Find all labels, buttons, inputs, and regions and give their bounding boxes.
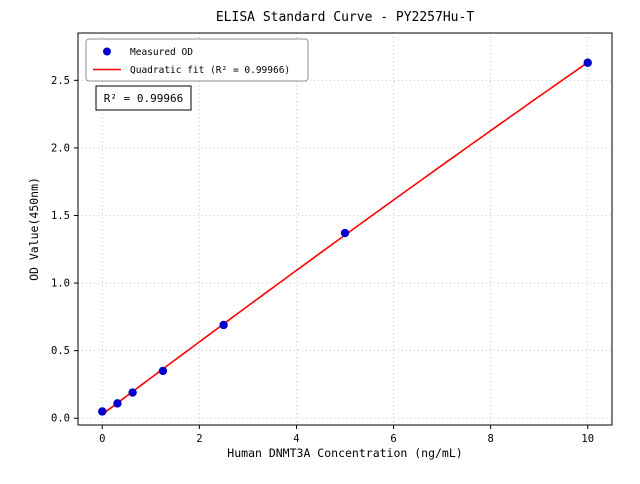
data-point [219, 320, 228, 330]
chart-title: ELISA Standard Curve - PY2257Hu-T [216, 10, 474, 25]
x-tick-label: 8 [487, 433, 493, 445]
y-tick-label: 1.0 [51, 278, 70, 290]
data-point [98, 407, 107, 416]
y-tick-label: 0.5 [51, 345, 70, 357]
data-point [128, 388, 137, 397]
x-axis-label: Human DNMT3A Concentration (ng/mL) [227, 446, 462, 460]
x-tick-label: 2 [196, 433, 202, 445]
x-tick-label: 10 [581, 433, 594, 445]
y-tick-label: 0.0 [51, 413, 70, 425]
legend-label-quadratic-fit: Quadratic fit (R² = 0.99966) [130, 65, 290, 76]
y-tick-label: 2.0 [51, 142, 70, 154]
data-point [340, 228, 350, 238]
y-axis-label: OD Value(450nm) [27, 177, 41, 281]
r-squared-box [95, 85, 192, 111]
data-point [583, 58, 592, 67]
plot-border [77, 32, 613, 426]
y-tick-label: 2.5 [51, 75, 70, 87]
data-point [113, 399, 122, 408]
r-squared-annotation: R² = 0.99966 [104, 92, 183, 105]
x-tick-label: 0 [99, 433, 105, 445]
legend-label-measured-od: Measured OD [130, 47, 193, 58]
legend-box [85, 38, 309, 82]
legend-marker-measured-od [103, 47, 111, 56]
data-point [158, 366, 168, 376]
y-tick-label: 1.5 [51, 210, 70, 222]
x-tick-label: 6 [390, 433, 396, 445]
x-tick-label: 4 [293, 433, 299, 445]
